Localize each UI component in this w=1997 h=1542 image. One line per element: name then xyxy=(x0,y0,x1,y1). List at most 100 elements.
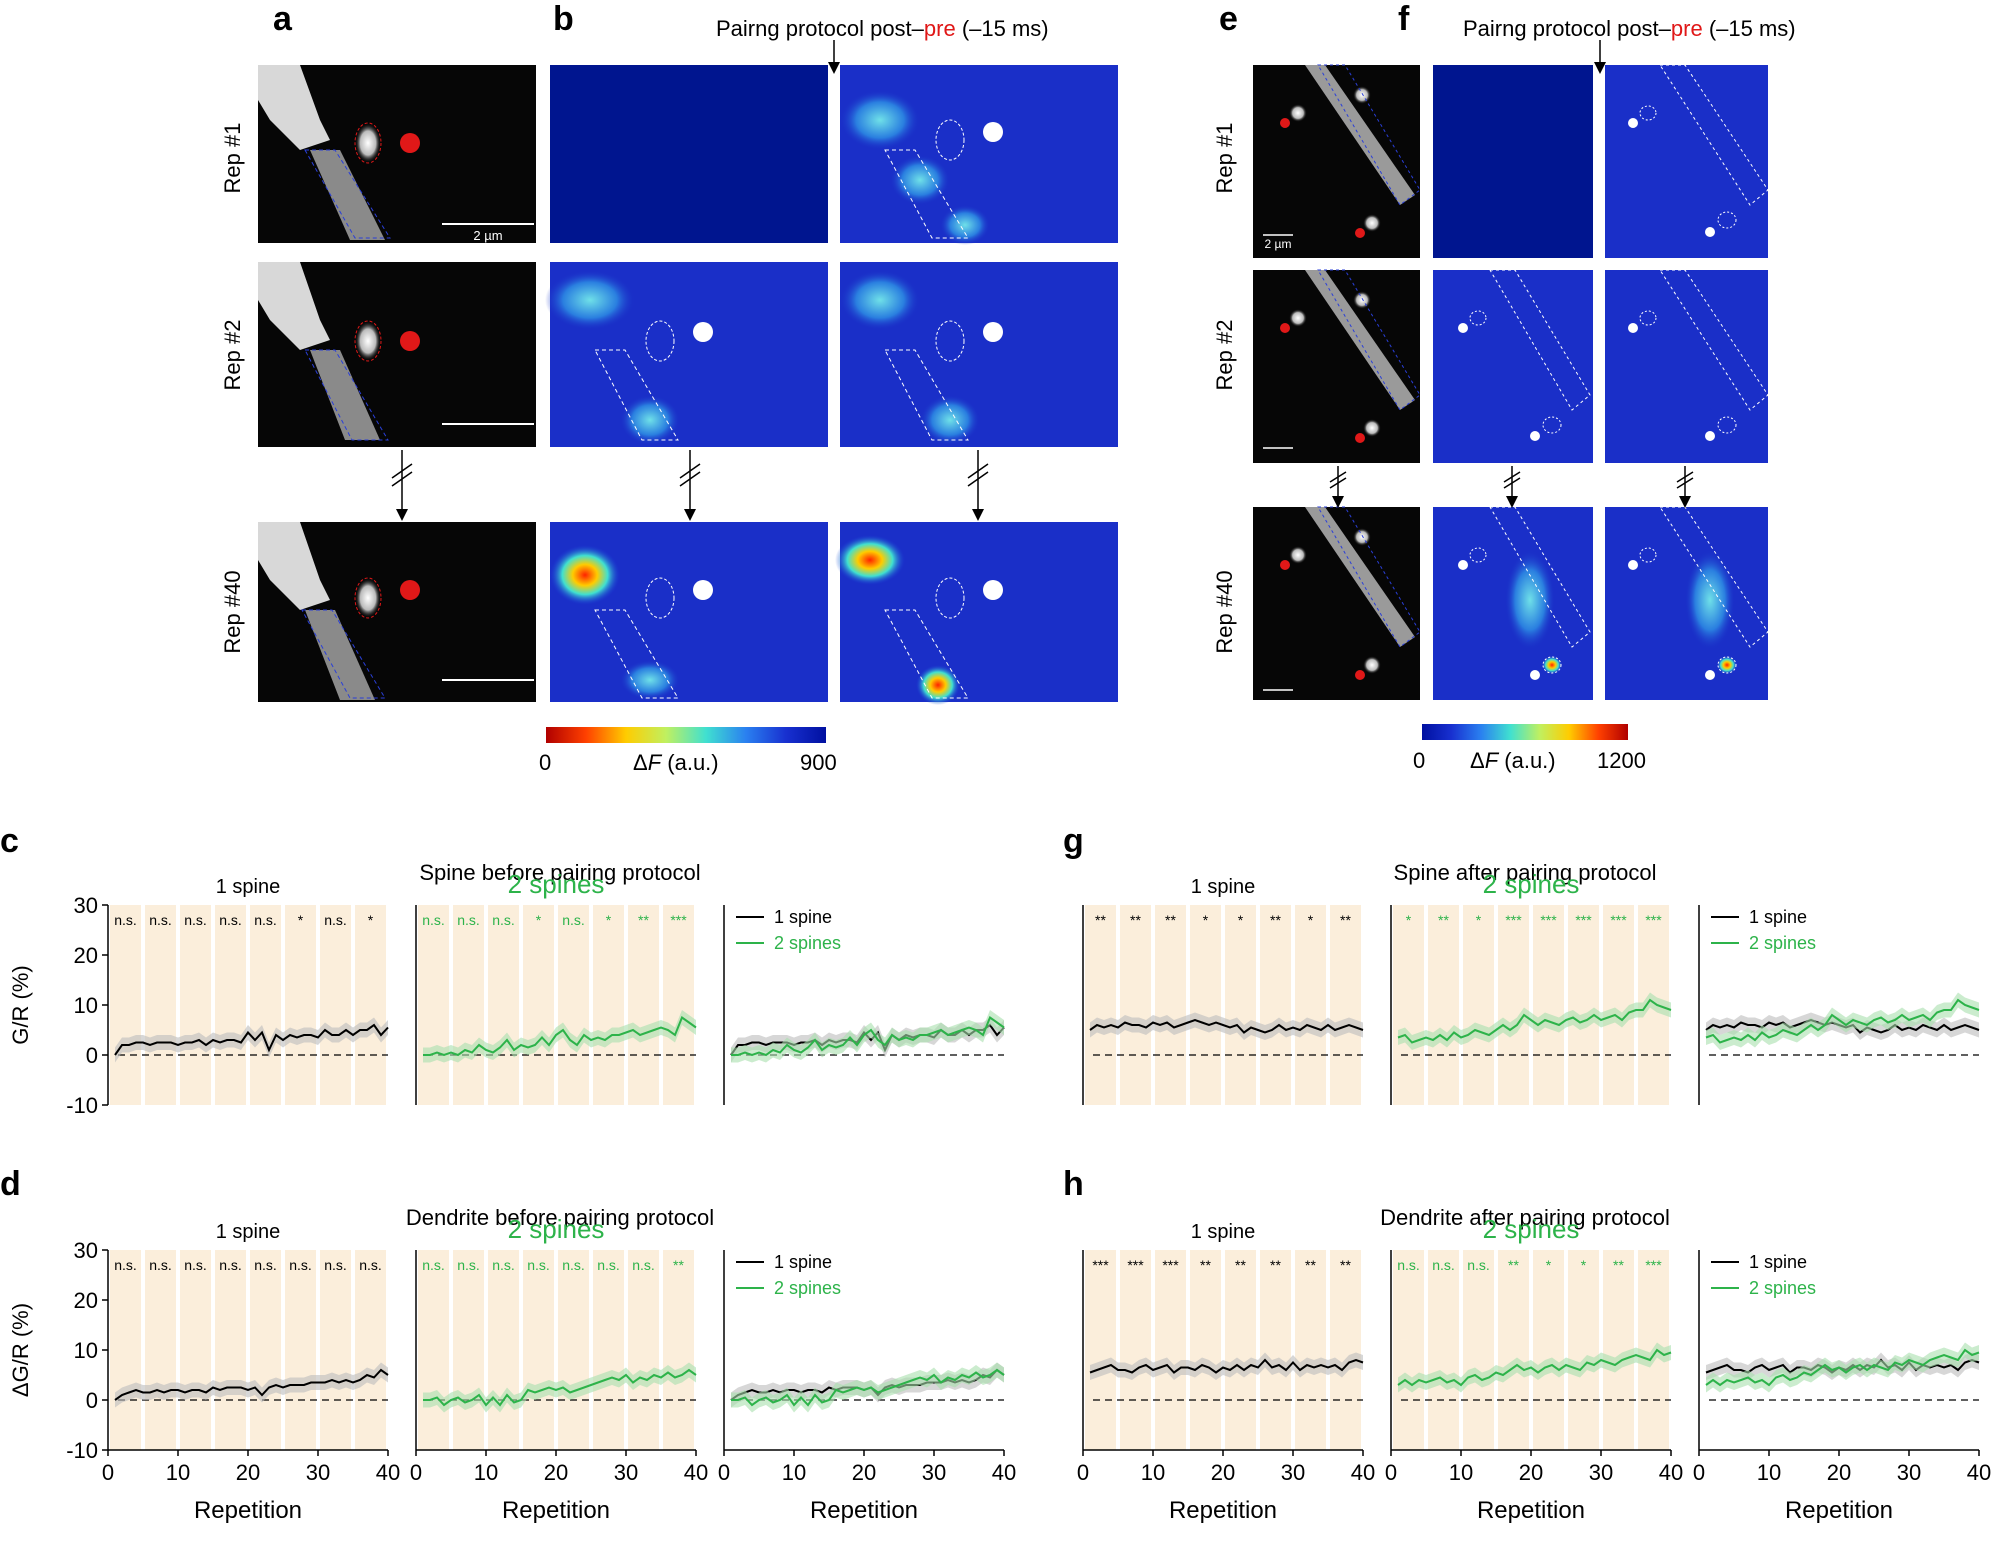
x-tick-label: 10 xyxy=(474,1460,498,1485)
stat-label: *** xyxy=(1645,1257,1662,1273)
stat-band xyxy=(418,1250,449,1450)
stat-label: n.s. xyxy=(492,912,515,928)
stat-band xyxy=(1533,905,1564,1105)
stat-band xyxy=(1120,1250,1151,1450)
colorbar-right-f: F xyxy=(1484,748,1499,773)
stat-band xyxy=(453,905,484,1105)
y-tick-label-d: -10 xyxy=(66,1438,98,1463)
stat-band xyxy=(558,1250,589,1450)
series-line-green xyxy=(731,1015,1005,1057)
stat-label: n.s. xyxy=(324,1257,347,1273)
stat-band xyxy=(1120,905,1151,1105)
subplot-g-1: * ** * *** *** *** *** ***2 spines xyxy=(1390,869,1672,1105)
x-axis-label: Repetition xyxy=(810,1497,918,1524)
stat-label: ** xyxy=(1270,1257,1281,1273)
stat-band xyxy=(1225,905,1256,1105)
stat-band xyxy=(558,905,589,1105)
stat-band xyxy=(628,905,659,1105)
heatmap-b-rep40-right xyxy=(835,522,1118,705)
stat-label: n.s. xyxy=(1432,1257,1455,1273)
stat-band xyxy=(145,905,176,1105)
stat-band xyxy=(418,905,449,1105)
chart-title-c: Spine before pairing protocol xyxy=(419,860,700,885)
subplot-label: 2 spines xyxy=(508,869,605,899)
protocol-title-left-suffix: (–15 ms) xyxy=(955,16,1049,41)
stat-label: *** xyxy=(1505,912,1522,928)
stat-band xyxy=(1533,1250,1564,1450)
legend-label: 1 spine xyxy=(774,1252,832,1272)
stat-label: n.s. xyxy=(114,1257,137,1273)
panel-letter-c: c xyxy=(0,822,19,860)
subplot-label: 2 spines xyxy=(1483,869,1580,899)
stat-band xyxy=(180,905,211,1105)
chart-title-d: Dendrite before pairing protocol xyxy=(406,1205,714,1230)
subplot-c-1: n.s. n.s. n.s. * n.s. * ** ***2 spines xyxy=(415,869,697,1105)
stat-label: n.s. xyxy=(254,1257,277,1273)
micrograph-e-rep1: 2 µm xyxy=(1253,64,1421,258)
stat-label: n.s. xyxy=(219,1257,242,1273)
protocol-title-left-highlight: pre xyxy=(923,16,956,41)
stat-label: n.s. xyxy=(632,1257,655,1273)
legend-label: 1 spine xyxy=(774,907,832,927)
x-tick-label: 40 xyxy=(1967,1460,1991,1485)
chart-d: Dendrite before pairing protocol3020100-… xyxy=(8,1205,1016,1524)
chart-title-g: Spine after pairing protocol xyxy=(1394,860,1657,885)
stat-band xyxy=(453,1250,484,1450)
legend-label: 1 spine xyxy=(1749,907,1807,927)
x-tick-label: 30 xyxy=(306,1460,330,1485)
micrograph-a-rep2 xyxy=(258,262,536,447)
stat-label: *** xyxy=(1162,1257,1179,1273)
colorbar-left-delta: Δ xyxy=(633,750,648,775)
stat-label: ** xyxy=(1340,1257,1351,1273)
stat-label: * xyxy=(1308,912,1314,928)
line-charts: Spine before pairing protocol3020100-10G… xyxy=(8,860,1991,1524)
x-tick-label: 20 xyxy=(1827,1460,1851,1485)
stat-band xyxy=(1498,905,1529,1105)
series-line-green xyxy=(423,1015,697,1057)
series-line-green xyxy=(1397,998,1672,1044)
stat-band xyxy=(1428,1250,1459,1450)
x-tick-label: 40 xyxy=(1659,1460,1683,1485)
stat-label: ** xyxy=(1200,1257,1211,1273)
x-tick-label: 10 xyxy=(1141,1460,1165,1485)
x-axis-label: Repetition xyxy=(194,1497,302,1524)
heatmap-f-rep1-right xyxy=(1605,64,1769,258)
heatmap-f-rep1-left xyxy=(1433,65,1593,258)
x-tick-label: 0 xyxy=(1385,1460,1397,1485)
x-tick-label: 10 xyxy=(1757,1460,1781,1485)
stat-label: n.s. xyxy=(457,1257,480,1273)
scale-bar-label-e: 2 µm xyxy=(1265,237,1292,251)
rep-label-e-1: Rep #1 xyxy=(1212,123,1237,194)
sem-band-black xyxy=(115,1362,388,1408)
protocol-title-right-highlight: pre xyxy=(1670,16,1703,41)
stat-label: *** xyxy=(670,912,687,928)
x-tick-label: 0 xyxy=(718,1460,730,1485)
stat-label: n.s. xyxy=(562,1257,585,1273)
series-line-green xyxy=(1705,1348,1980,1387)
x-tick-label: 40 xyxy=(376,1460,400,1485)
stat-label: n.s. xyxy=(527,1257,550,1273)
stat-label: * xyxy=(1203,912,1209,928)
colorbar-left xyxy=(546,727,826,743)
stat-label: ** xyxy=(1305,1257,1316,1273)
stat-label: *** xyxy=(1540,912,1557,928)
stat-band xyxy=(1260,905,1291,1105)
stat-label: n.s. xyxy=(219,912,242,928)
panel-letter-a: a xyxy=(273,0,292,38)
x-tick-label: 0 xyxy=(1077,1460,1089,1485)
x-tick-label: 10 xyxy=(166,1460,190,1485)
stat-band xyxy=(1190,1250,1221,1450)
micrograph-e-rep40 xyxy=(1253,506,1421,700)
y-label-d: ΔG/R (%) xyxy=(8,1303,33,1397)
stat-band xyxy=(1085,905,1116,1105)
image-grid-overlay: Rep #1 Rep #2 Rep #40 2 µm xyxy=(220,40,1769,705)
subplot-label: 1 spine xyxy=(216,876,281,898)
series-line-black xyxy=(1089,1018,1364,1034)
stat-label: * xyxy=(1476,912,1482,928)
stat-band xyxy=(180,1250,211,1450)
stat-band xyxy=(1568,905,1599,1105)
stat-band xyxy=(1463,905,1494,1105)
x-tick-label: 30 xyxy=(1589,1460,1613,1485)
subplot-d-2: 1 spine 2 spines 0 10 20 30 40 Repetition xyxy=(718,1250,1016,1524)
stat-label: n.s. xyxy=(324,912,347,928)
